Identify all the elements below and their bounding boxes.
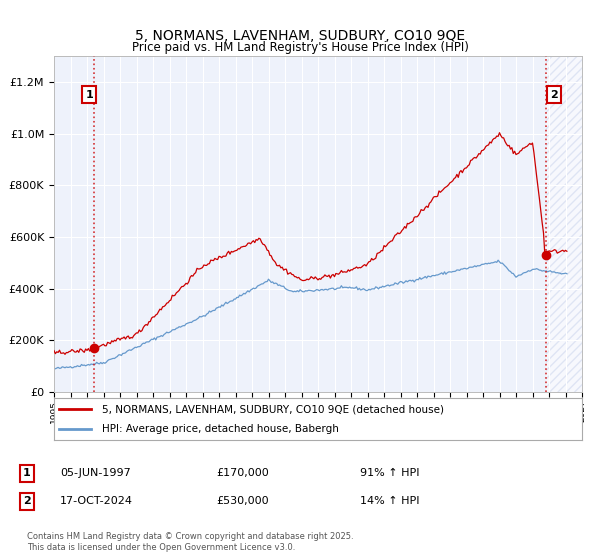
Bar — [545, 56, 582, 392]
Text: 05-JUN-1997: 05-JUN-1997 — [60, 468, 131, 478]
Text: 14% ↑ HPI: 14% ↑ HPI — [360, 496, 419, 506]
Text: 2: 2 — [23, 496, 31, 506]
Text: Price paid vs. HM Land Registry's House Price Index (HPI): Price paid vs. HM Land Registry's House … — [131, 41, 469, 54]
Text: £170,000: £170,000 — [216, 468, 269, 478]
Text: 5, NORMANS, LAVENHAM, SUDBURY, CO10 9QE (detached house): 5, NORMANS, LAVENHAM, SUDBURY, CO10 9QE … — [101, 404, 443, 414]
Text: Contains HM Land Registry data © Crown copyright and database right 2025.
This d: Contains HM Land Registry data © Crown c… — [27, 532, 353, 552]
Text: 2: 2 — [550, 90, 557, 100]
Text: HPI: Average price, detached house, Babergh: HPI: Average price, detached house, Babe… — [101, 424, 338, 434]
Text: 17-OCT-2024: 17-OCT-2024 — [60, 496, 133, 506]
Text: 1: 1 — [85, 90, 93, 100]
Text: 1: 1 — [23, 468, 31, 478]
Text: 5, NORMANS, LAVENHAM, SUDBURY, CO10 9QE: 5, NORMANS, LAVENHAM, SUDBURY, CO10 9QE — [135, 29, 465, 44]
Text: £530,000: £530,000 — [216, 496, 269, 506]
Bar — [545, 56, 582, 392]
Text: 91% ↑ HPI: 91% ↑ HPI — [360, 468, 419, 478]
